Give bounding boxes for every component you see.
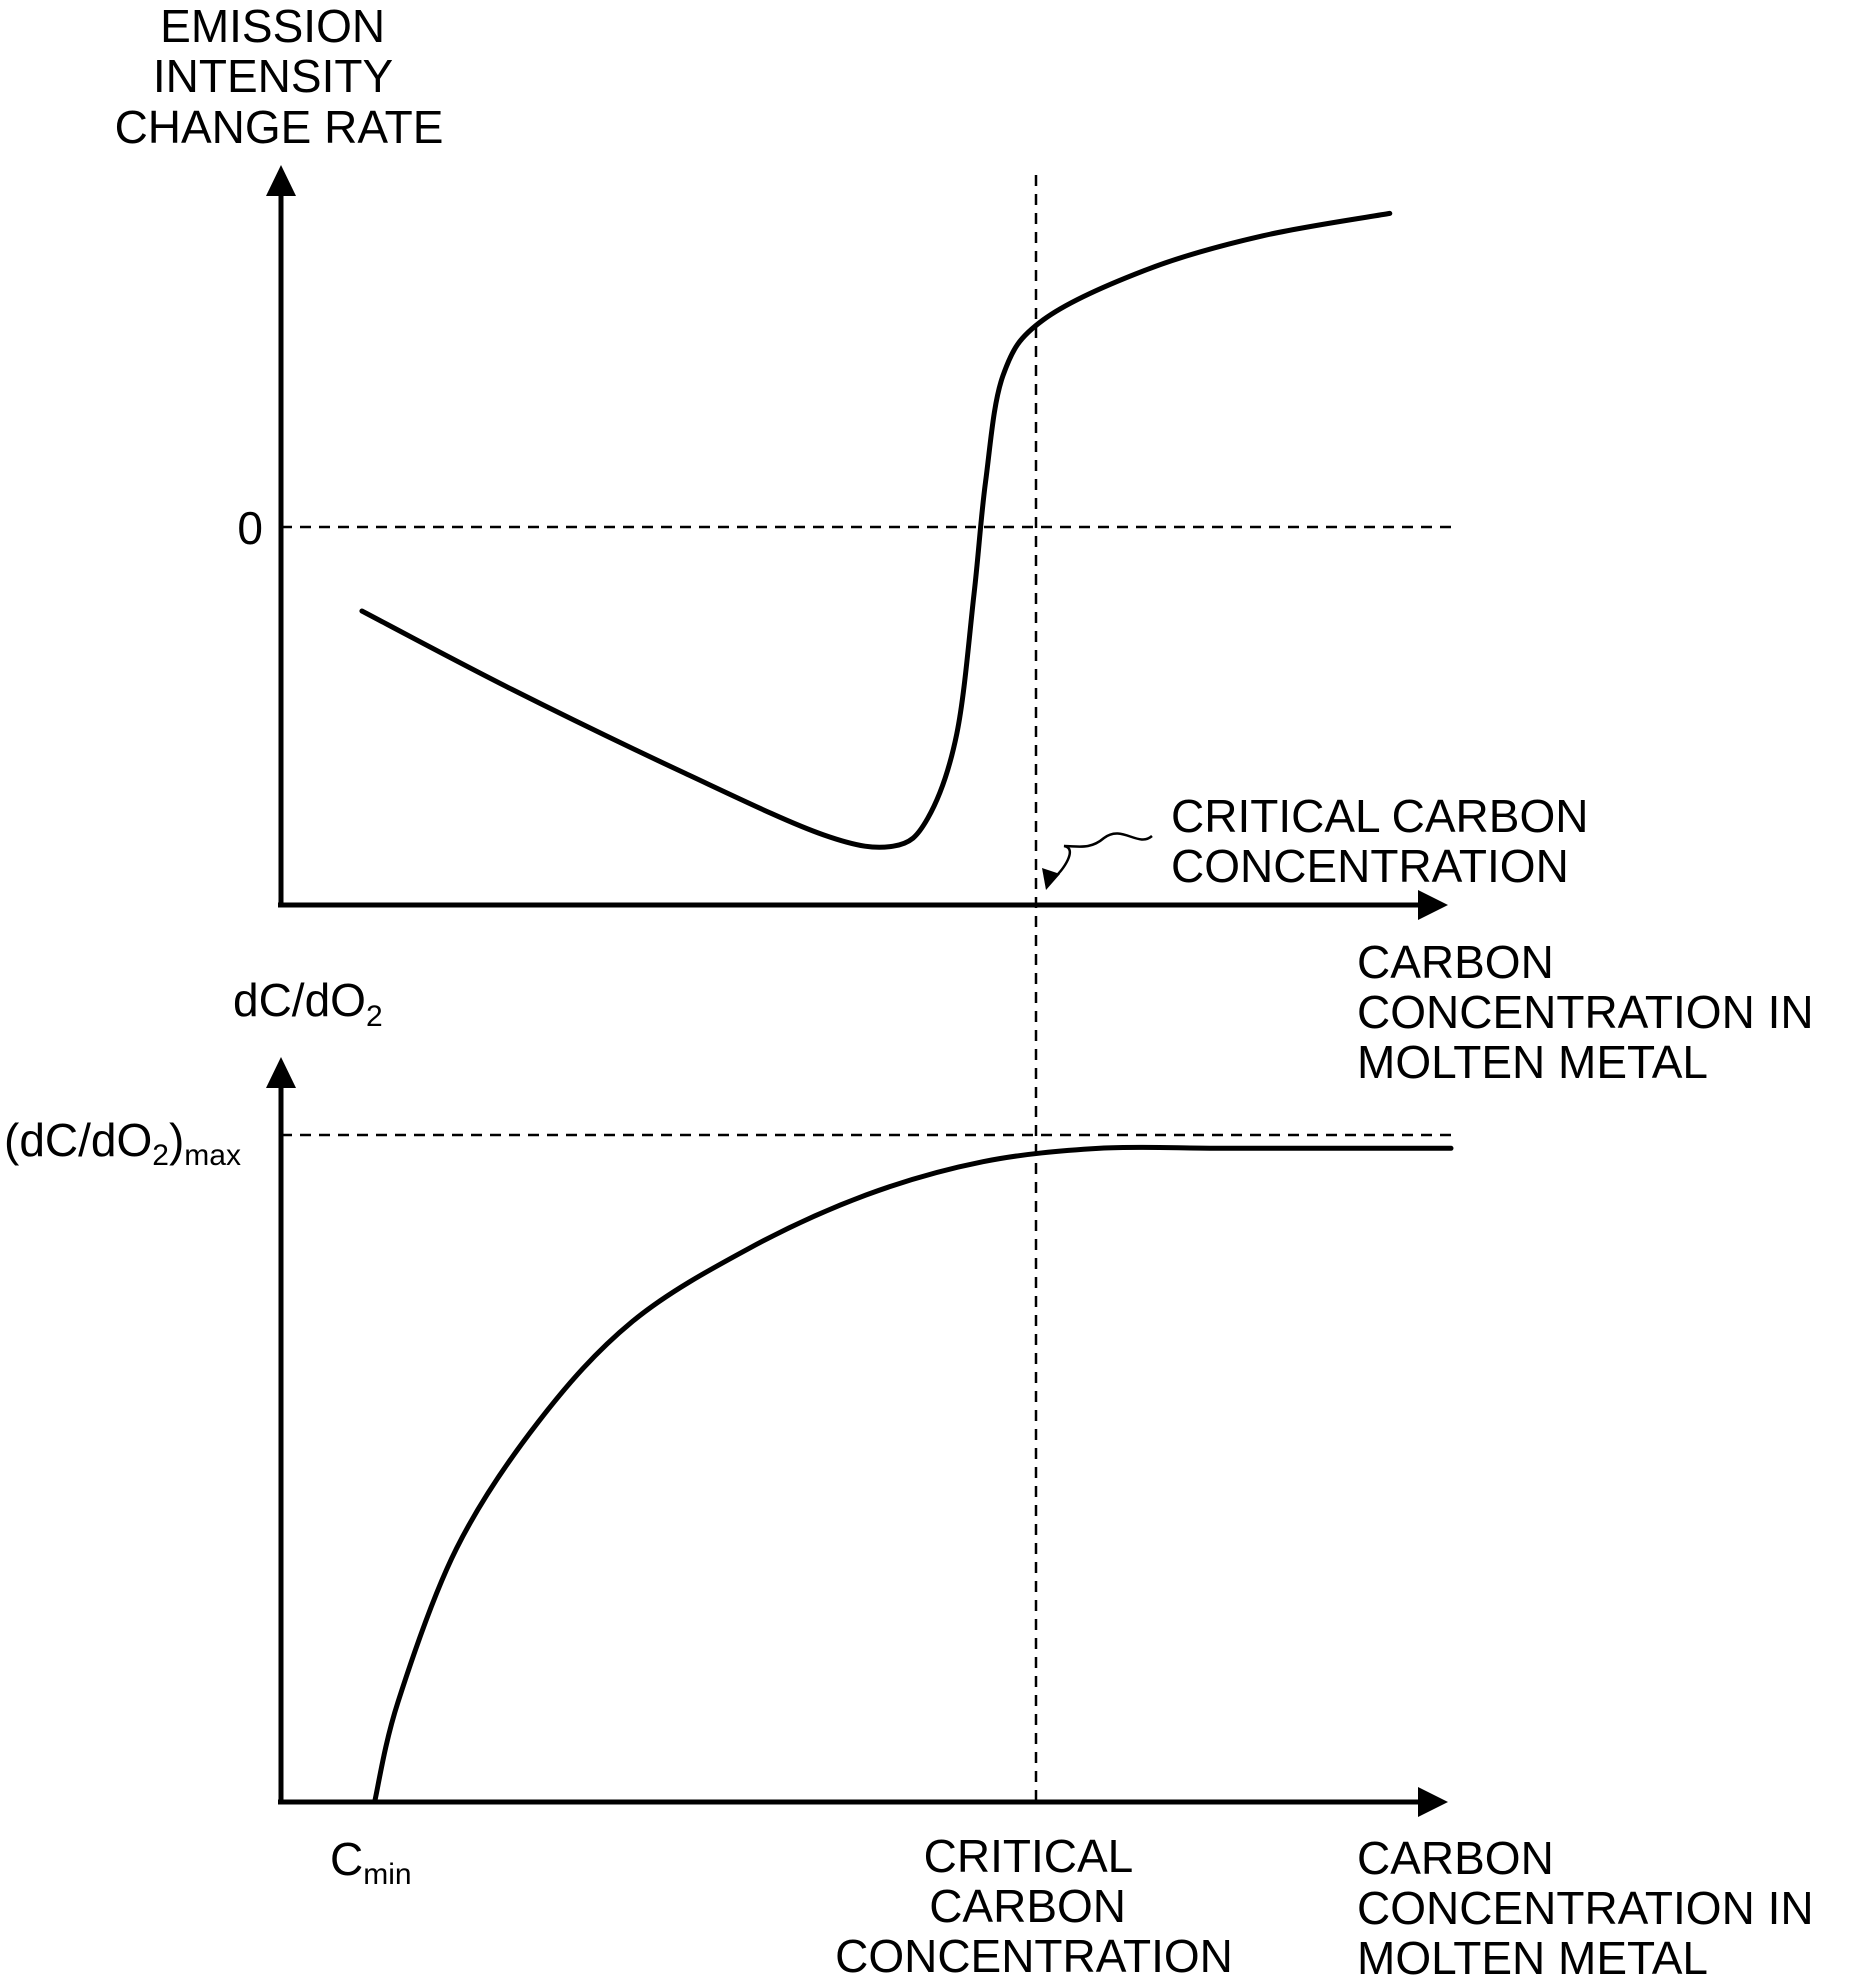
top-y-label-line-3: CHANGE RATE [115,101,444,153]
top-x-label-line-2: CONCENTRATION IN [1357,986,1814,1038]
top-x-label-line-3: MOLTEN METAL [1357,1036,1708,1088]
top-series-line [359,210,1393,850]
bottom-y-tick-max-sub2: max [184,1139,241,1172]
bottom-x-axis-arrow [1418,1787,1448,1817]
critical-annotation: CRITICAL CARBON CONCENTRATION [1171,790,1601,892]
top-y-label-line-1: EMISSION [160,0,385,52]
bottom-x-tick-critical-line-2: CARBON [929,1880,1126,1932]
bottom-x-tick-critical-line-3: CONCENTRATION [835,1930,1233,1981]
top-chart: 0 EMISSION INTENSITY CHANGE RATE CARBON … [115,0,1826,1088]
top-y-label-line-2: INTENSITY [153,50,393,102]
bottom-x-label: CARBON CONCENTRATION IN MOLTEN METAL [1357,1832,1826,1981]
bottom-y-tick-max-main: (dC/dO [4,1114,152,1166]
critical-annotation-arrowhead [1042,868,1060,890]
bottom-y-label-sub: 2 [366,1000,383,1033]
top-y-label: EMISSION INTENSITY CHANGE RATE [115,0,444,153]
bottom-y-tick-max-close: ) [169,1114,184,1166]
bottom-x-tick-cmin: Cmin [330,1833,412,1891]
top-y-tick-zero: 0 [237,502,263,554]
bottom-x-tick-cmin-sub: min [363,1858,411,1891]
bottom-x-tick-cmin-main: C [330,1833,363,1885]
bottom-chart: dC/dO2 (dC/dO2)max Cmin CRITICAL CARBON … [4,974,1826,1981]
bottom-y-tick-max-sub1: 2 [152,1139,169,1172]
critical-annotation-line-2: CONCENTRATION [1171,840,1569,892]
top-x-label-line-1: CARBON [1357,936,1554,988]
bottom-y-label-main: dC/dO [233,974,366,1026]
bottom-x-label-line-2: CONCENTRATION IN [1357,1882,1814,1934]
top-x-label: CARBON CONCENTRATION IN MOLTEN METAL [1357,936,1826,1088]
critical-annotation-line-1: CRITICAL CARBON [1171,790,1588,842]
bottom-x-label-line-3: MOLTEN METAL [1357,1932,1708,1981]
bottom-series-line [372,1144,1454,1805]
bottom-x-label-line-1: CARBON [1357,1832,1554,1884]
top-x-axis-arrow [1418,890,1448,920]
critical-annotation-leader [1051,832,1153,881]
top-y-axis-arrow [266,165,296,196]
bottom-x-tick-critical: CRITICAL CARBON CONCENTRATION [835,1830,1233,1981]
bottom-y-label: dC/dO2 [233,974,383,1033]
bottom-y-tick-max: (dC/dO2)max [4,1114,241,1172]
bottom-x-tick-critical-line-1: CRITICAL [924,1830,1133,1882]
bottom-y-axis-arrow [266,1057,296,1088]
